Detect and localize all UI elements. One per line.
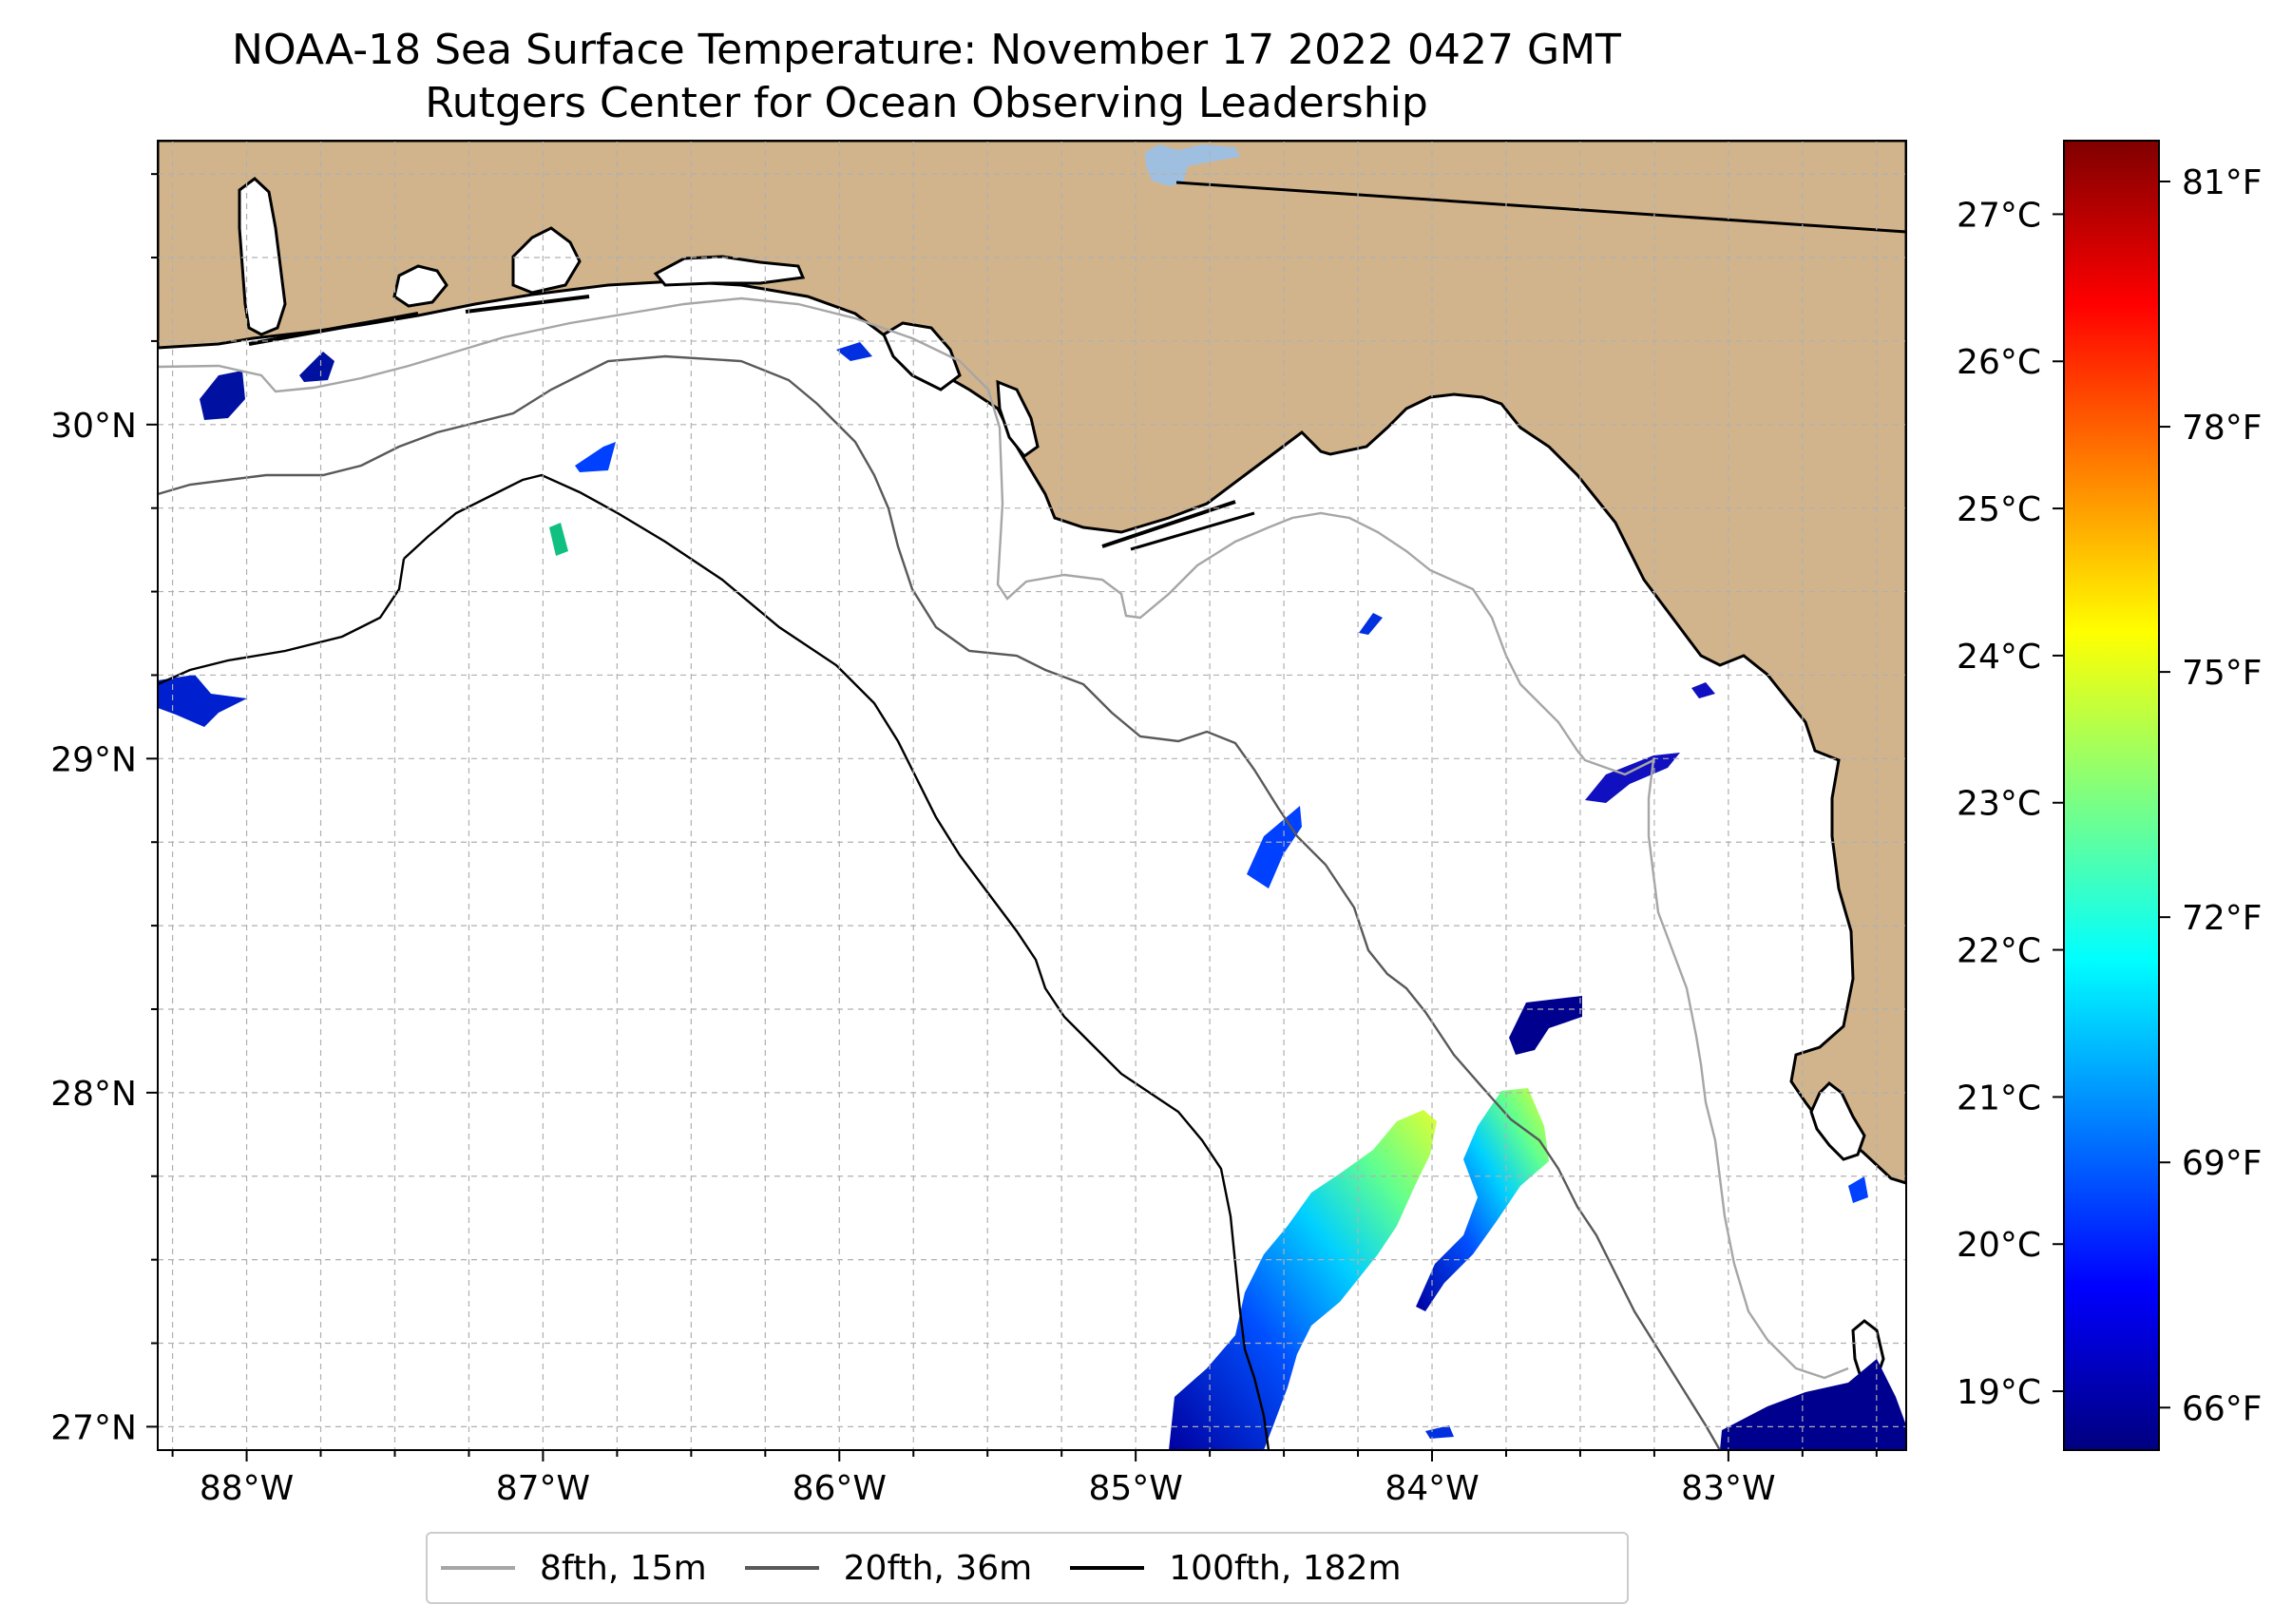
lon-tick-label: 87°W — [496, 1469, 590, 1508]
choctawhatchee-bay — [511, 226, 582, 295]
celsius-tick-label: 19°C — [1957, 1373, 2041, 1412]
barrier-island-4 — [1130, 511, 1255, 551]
latitude-axis: 27°N 28°N 29°N 30°N — [50, 173, 158, 1447]
barrier-island-1 — [248, 312, 419, 346]
lat-tick-label: 27°N — [50, 1408, 137, 1447]
contour-legend: 8fth, 15m 20fth, 36m 100fth, 182m — [426, 1532, 1629, 1604]
sst-patch-nw2 — [299, 352, 334, 382]
colorbar-fahrenheit-axis: 66°F 69°F 72°F 75°F 78°F 81°F — [2159, 163, 2263, 1428]
map-title-line1: NOAA-18 Sea Surface Temperature: Novembe… — [232, 26, 1621, 74]
sst-patch-small2 — [549, 523, 568, 556]
sst-patch-sw-west — [158, 675, 247, 727]
legend-label-8fth: 8fth, 15m — [540, 1548, 707, 1588]
mobile-bay — [238, 177, 287, 336]
celsius-tick-label: 20°C — [1957, 1226, 2041, 1265]
legend-item-20fth: 20fth, 36m — [744, 1548, 1033, 1588]
sst-patch-ftdot — [1359, 613, 1383, 635]
land-mainland — [158, 141, 1906, 1185]
fahrenheit-tick-label: 78°F — [2182, 409, 2263, 448]
sst-patch-small1 — [575, 442, 616, 472]
fahrenheit-tick-label: 72°F — [2182, 899, 2263, 938]
map-frame — [157, 140, 1907, 1451]
legend-swatch-20fth — [744, 1566, 819, 1570]
sst-patch-east — [1416, 1088, 1549, 1311]
lon-tick-label: 88°W — [200, 1469, 294, 1508]
sst-patch-ne — [1585, 753, 1680, 803]
lon-tick-label: 83°W — [1681, 1469, 1775, 1508]
contour-100fth-west — [158, 558, 406, 686]
apalachicola-bay — [996, 379, 1040, 459]
lat-tick-label: 28°N — [50, 1075, 137, 1114]
legend-swatch-8fth — [441, 1566, 515, 1570]
lat-tick-label: 30°N — [50, 407, 137, 446]
colorbar-celsius-axis: 19°C 20°C 21°C 22°C 23°C 24°C 25°C 26°C 27°C — [1957, 196, 2064, 1412]
sst-patch-sw-far — [1425, 1425, 1454, 1439]
celsius-tick-label: 27°C — [1957, 196, 2041, 235]
fahrenheit-tick-label: 75°F — [2182, 654, 2263, 693]
celsius-tick-label: 24°C — [1957, 638, 2041, 677]
fahrenheit-tick-label: 69°F — [2182, 1144, 2263, 1183]
sst-patch-east-coast — [1691, 682, 1715, 698]
celsius-tick-label: 26°C — [1957, 343, 2041, 382]
st-joseph-bay — [882, 321, 962, 392]
pensacola-bay — [392, 264, 449, 308]
barrier-island-2 — [465, 295, 590, 314]
legend-item-100fth: 100fth, 182m — [1070, 1548, 1402, 1588]
legend-item-8fth: 8fth, 15m — [441, 1549, 707, 1588]
longitude-axis: 88°W 87°W 86°W 85°W 84°W 83°W — [171, 1450, 1878, 1508]
fahrenheit-tick-label: 81°F — [2182, 163, 2263, 202]
sst-patch-mid — [1247, 806, 1302, 888]
sst-patch-north — [1509, 996, 1582, 1055]
inland-lake — [1145, 144, 1240, 186]
sst-patch-tampa — [1848, 1176, 1868, 1203]
gridlines — [158, 141, 1906, 1450]
contour-100fth — [403, 473, 1270, 1450]
celsius-tick-label: 25°C — [1957, 490, 2041, 529]
sst-patch-coast — [836, 342, 872, 361]
barrier-island-3 — [1101, 500, 1236, 548]
fahrenheit-tick-label: 66°F — [2182, 1389, 2263, 1428]
sst-patch-main — [1169, 1110, 1437, 1450]
legend-label-20fth: 20fth, 36m — [843, 1548, 1033, 1588]
celsius-tick-label: 23°C — [1957, 785, 2041, 824]
sst-patch-se — [1720, 1359, 1906, 1450]
lon-tick-label: 85°W — [1088, 1469, 1182, 1508]
map-title-line2: Rutgers Center for Ocean Observing Leade… — [425, 79, 1428, 127]
state-boundary — [1175, 181, 1906, 234]
contour-20fth — [158, 354, 1722, 1450]
lat-tick-label: 29°N — [50, 740, 137, 779]
tampa-bay — [1809, 1081, 1866, 1161]
sst-patch-nw — [200, 371, 245, 420]
lon-tick-label: 86°W — [793, 1469, 887, 1508]
lon-tick-label: 84°W — [1385, 1469, 1479, 1508]
colorbar — [2063, 140, 2160, 1451]
celsius-tick-label: 22°C — [1957, 932, 2041, 971]
contour-8fth — [158, 296, 1849, 1380]
celsius-tick-label: 21°C — [1957, 1079, 2041, 1118]
sst-patches — [158, 342, 1906, 1450]
legend-swatch-100fth — [1070, 1566, 1145, 1570]
legend-label-100fth: 100fth, 182m — [1169, 1548, 1402, 1588]
